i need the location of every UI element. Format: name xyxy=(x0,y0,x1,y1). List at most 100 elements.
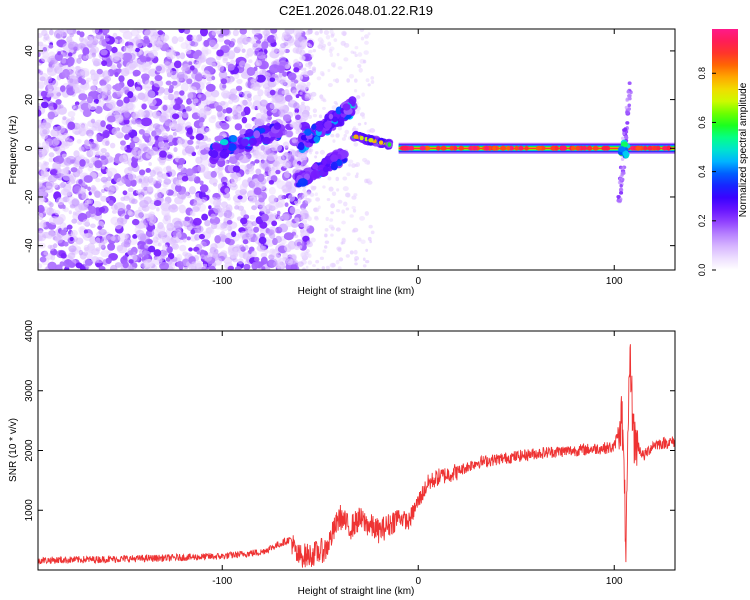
spectrogram-cell xyxy=(124,127,130,133)
spectrogram-cell xyxy=(185,121,192,128)
spectrogram-cell xyxy=(302,267,306,270)
spectrogram-cell xyxy=(319,256,324,260)
spectrogram-cell xyxy=(293,102,300,110)
spectrogram-cell xyxy=(144,79,153,89)
spectrogram-cell xyxy=(38,102,41,108)
spectrogram-cell xyxy=(307,216,312,222)
spectrogram-cell xyxy=(524,145,529,151)
spectrogram-cell xyxy=(66,29,77,35)
spectrogram-cell xyxy=(110,235,116,242)
spectrogram-cell xyxy=(171,36,179,44)
spectrogram-cell xyxy=(220,100,226,106)
spectrogram-cell xyxy=(309,151,313,155)
spectrogram-cell xyxy=(88,161,95,168)
spectrogram-cell xyxy=(627,81,632,86)
spectrogram-cell xyxy=(94,146,100,152)
spectrogram-cell xyxy=(166,68,173,76)
spectrogram-cell xyxy=(60,188,70,196)
spectrogram-cell xyxy=(315,197,321,202)
spectrogram-cell xyxy=(387,142,392,147)
spectrogram-cell xyxy=(238,90,243,95)
spectrogram-cell xyxy=(621,177,625,182)
spectrogram-cell xyxy=(85,77,92,83)
spectrogram-cell xyxy=(223,209,233,219)
spectrogram-cell xyxy=(351,195,357,200)
spectrogram-cell xyxy=(252,94,262,102)
spectrogram-cell xyxy=(508,145,515,151)
spectrogram-cell xyxy=(257,51,266,60)
spectrogram-cell xyxy=(198,233,205,240)
spectrogram-cell xyxy=(335,106,343,115)
spectrogram-cell xyxy=(226,258,233,266)
spectrogram-cell xyxy=(194,260,203,268)
spectrogram-cell xyxy=(220,78,228,85)
spectrogram-cell xyxy=(253,187,262,196)
spectrogram-cell xyxy=(303,71,310,78)
spectrogram-cell xyxy=(300,55,306,61)
spectrogram-cell xyxy=(155,40,163,49)
spectrogram-cell xyxy=(160,187,169,195)
spectrogram-cell xyxy=(261,30,267,36)
spectrogram-cell xyxy=(232,29,239,37)
spectrogram-cell xyxy=(107,242,116,251)
spectrogram-cell xyxy=(176,55,181,60)
spectrogram-cell xyxy=(131,218,140,226)
spectrogram-cell xyxy=(38,230,45,236)
spectrogram-cell xyxy=(326,197,331,202)
spectrogram-cell xyxy=(210,222,218,230)
spectrogram-axes: -100 0 100 -40 -20 0 20 40 xyxy=(24,29,675,287)
spectrogram-cell xyxy=(278,46,287,55)
spectrogram-cell xyxy=(209,39,217,47)
spectrogram-cell xyxy=(113,202,126,212)
spectrogram-cell xyxy=(277,194,285,201)
spectrogram-cell xyxy=(127,211,134,217)
spectrogram-cell xyxy=(302,191,309,197)
spectrogram-cell xyxy=(250,84,256,90)
spectrogram-cell xyxy=(170,99,176,106)
spectrogram-cell xyxy=(45,221,50,226)
spectrogram-cell xyxy=(82,182,86,187)
spectrogram-cell xyxy=(268,186,276,195)
spectrogram-cell xyxy=(220,250,228,257)
spectrogram-cell xyxy=(47,174,58,183)
spectrogram-cell xyxy=(123,96,130,104)
spectrogram-cell xyxy=(293,67,300,73)
spectrogram-cell xyxy=(301,231,307,236)
spectrogram-cell xyxy=(341,220,346,225)
spectrogram-cell xyxy=(167,134,174,143)
spectrogram-cell xyxy=(144,90,156,99)
spectrogram-cell xyxy=(252,74,258,81)
spectrogram-cell xyxy=(278,72,283,78)
spectrogram-cell xyxy=(287,193,295,202)
spectrogram-cell xyxy=(310,170,321,179)
spectrogram-cell xyxy=(157,242,162,247)
spectrogram-cell xyxy=(253,226,260,233)
spectrogram-cell xyxy=(87,133,93,139)
spectrogram-cell xyxy=(370,76,375,80)
spectrogram-cell xyxy=(357,237,362,242)
spectrogram-cell xyxy=(311,186,317,191)
spectrogram-cell xyxy=(126,144,131,149)
spectrogram-cell xyxy=(186,91,194,100)
spectrogram-cell xyxy=(47,82,54,91)
spectrogram-cell xyxy=(176,122,184,132)
spectrogram-cell xyxy=(154,192,162,200)
spectrogram-cell xyxy=(298,62,302,67)
spectrogram-cell xyxy=(66,155,77,165)
spectrogram-cell xyxy=(266,29,272,34)
spectrogram-cell xyxy=(253,130,261,139)
spectrogram-cell xyxy=(301,101,305,105)
spectrogram-cell xyxy=(351,205,356,210)
spectrogram-cell xyxy=(620,166,625,170)
spectrogram-cell xyxy=(306,42,311,47)
spectrogram-cell xyxy=(199,57,206,63)
spectrogram-cell xyxy=(87,101,98,111)
spectrogram-cell xyxy=(181,175,189,182)
spectrogram-cell xyxy=(191,71,203,80)
spectrogram-cell xyxy=(619,191,624,195)
spectrogram-cell xyxy=(116,177,125,186)
spectrogram-cell xyxy=(98,39,107,46)
spectrogram-cell xyxy=(269,77,276,83)
spectrogram-cell xyxy=(110,64,117,71)
spectrogram-cell xyxy=(143,196,152,205)
